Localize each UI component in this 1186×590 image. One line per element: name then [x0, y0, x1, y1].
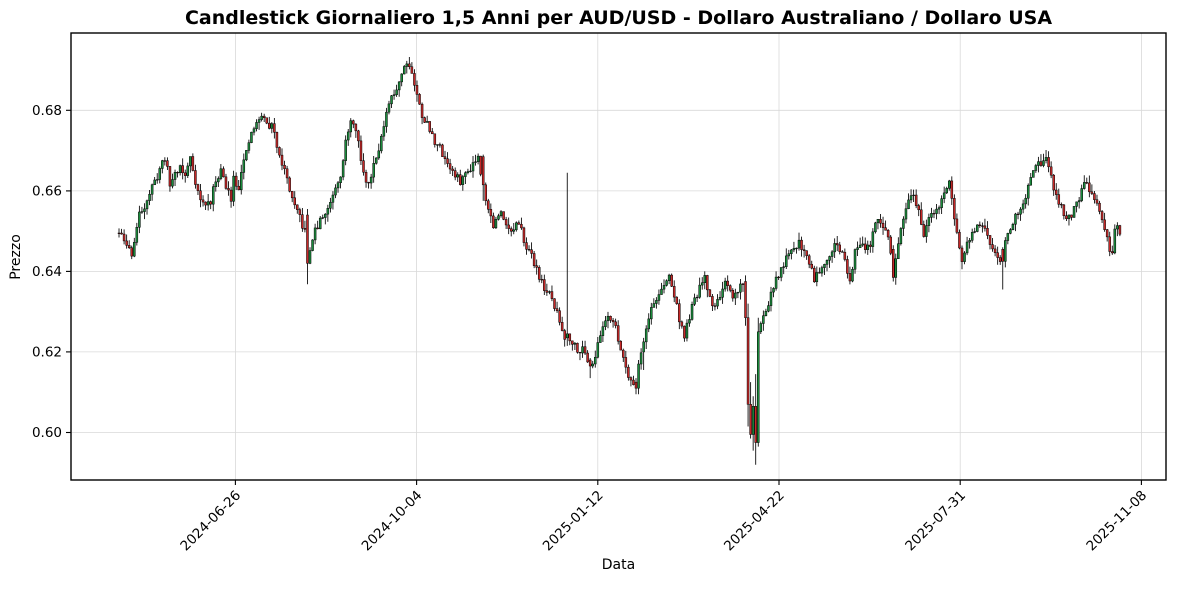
- y-tick-label: 0.60: [32, 425, 62, 441]
- chart-title: Candlestick Giornaliero 1,5 Anni per AUD…: [185, 7, 1052, 29]
- x-tick-label: 2025-01-12: [540, 488, 607, 555]
- grid-layer: [71, 33, 1166, 480]
- candles-layer: [117, 56, 1122, 465]
- x-tick-label: 2025-11-08: [1083, 488, 1150, 555]
- x-tick-label: 2025-07-31: [902, 488, 969, 555]
- y-tick-label: 0.62: [32, 344, 62, 360]
- axes-layer: 0.60 0.62 0.64 0.66 0.68 2024-06-26 2024-10-04…: [32, 32, 1167, 555]
- y-tick-label: 0.66: [32, 183, 62, 199]
- x-tick-label: 2024-10-04: [359, 488, 426, 555]
- x-tick-label: 2025-04-22: [721, 488, 788, 555]
- x-tick-label: 2024-06-26: [177, 488, 244, 555]
- x-axis-label: Data: [602, 557, 635, 573]
- y-tick-label: 0.68: [32, 103, 62, 119]
- y-tick-label: 0.64: [32, 264, 62, 280]
- y-axis-label: Prezzo: [8, 234, 24, 280]
